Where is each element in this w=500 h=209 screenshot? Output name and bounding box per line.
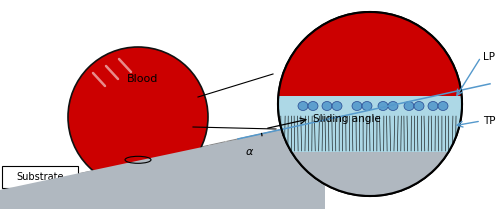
Ellipse shape [414,102,424,111]
Ellipse shape [428,102,438,111]
Ellipse shape [332,102,342,111]
Ellipse shape [362,102,372,111]
Ellipse shape [352,102,362,111]
Ellipse shape [322,102,332,111]
Bar [278,116,462,152]
Text: Sliding angle: Sliding angle [313,114,381,124]
Ellipse shape [298,102,308,111]
Ellipse shape [308,102,318,111]
Bar [278,96,462,116]
Ellipse shape [388,102,398,111]
Ellipse shape [404,102,414,111]
Text: TP: TP [483,116,496,126]
Circle shape [68,47,208,187]
Text: Blood: Blood [128,74,158,84]
Circle shape [278,12,462,196]
Ellipse shape [378,102,388,111]
Ellipse shape [438,102,448,111]
Text: $\alpha$: $\alpha$ [246,147,254,157]
FancyBboxPatch shape [2,166,78,188]
Text: Substrate: Substrate [16,172,64,182]
Polygon shape [0,121,320,209]
Text: LP: LP [483,52,495,62]
Bar [278,4,462,96]
Polygon shape [0,121,325,209]
Bar [278,152,462,196]
